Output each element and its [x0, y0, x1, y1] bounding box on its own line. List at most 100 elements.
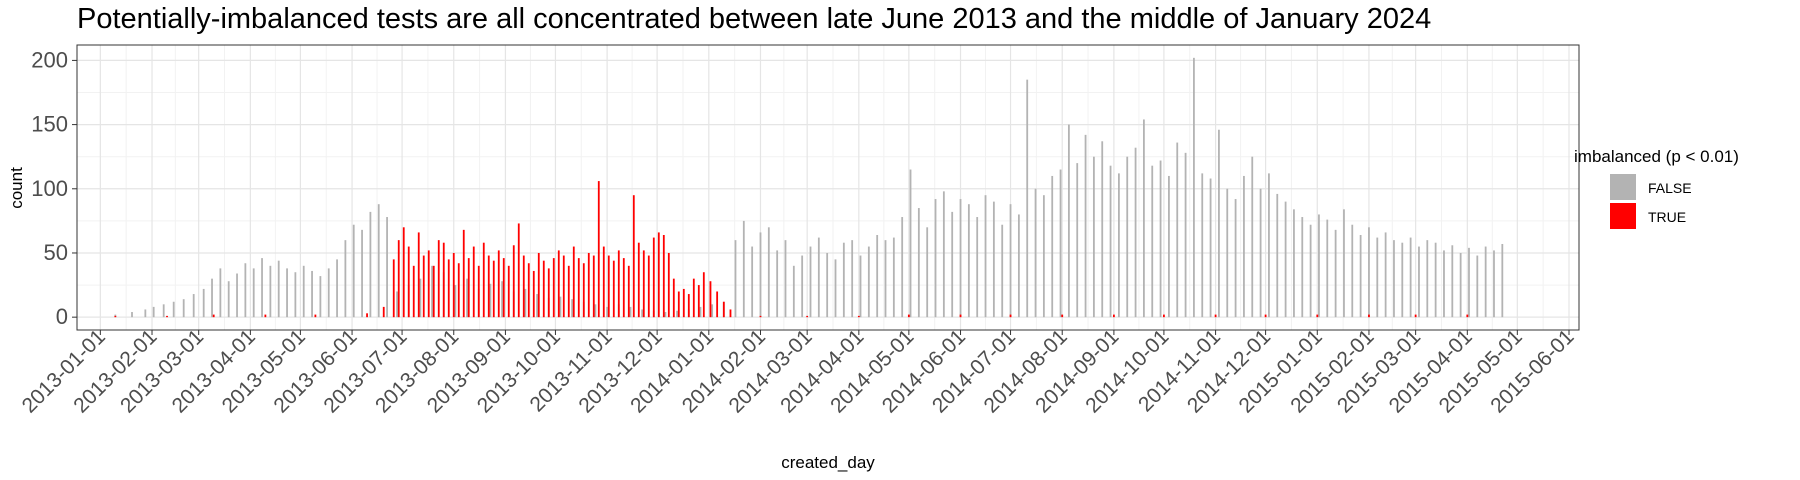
- chart-title: Potentially-imbalanced tests are all con…: [77, 3, 1431, 35]
- bar-false: [286, 268, 288, 318]
- bar-true: [462, 229, 465, 318]
- bar-false: [131, 312, 133, 318]
- bar-false: [1268, 173, 1270, 318]
- bar-false: [1434, 242, 1437, 318]
- bar-true: [562, 255, 565, 318]
- bar-false: [917, 208, 920, 318]
- bar-false: [884, 240, 887, 318]
- bar-false: [1218, 129, 1220, 318]
- bar-true: [166, 315, 168, 318]
- bar-false: [1409, 237, 1412, 318]
- bar-true: [627, 265, 630, 318]
- bar-false: [182, 299, 185, 318]
- bar-true: [552, 258, 555, 318]
- bar-false: [524, 288, 527, 318]
- bar-false: [876, 235, 879, 318]
- bar-false: [967, 204, 970, 318]
- bar-false: [1384, 232, 1387, 318]
- bar-false: [1468, 247, 1470, 318]
- plot-panel: [76, 44, 1580, 331]
- bar-false: [1076, 163, 1079, 318]
- bar-false: [1051, 175, 1054, 318]
- bar-true: [547, 268, 550, 318]
- bar-false: [252, 268, 255, 318]
- bar-false: [664, 312, 667, 318]
- y-tick-label: 50: [44, 240, 68, 265]
- bar-true: [587, 252, 590, 318]
- bar-false: [501, 281, 503, 318]
- bar-false: [606, 306, 609, 318]
- bar-true: [502, 258, 505, 318]
- bar-false: [792, 265, 795, 318]
- bar-true: [212, 314, 215, 318]
- bar-true: [806, 315, 809, 318]
- bar-false: [1109, 165, 1112, 318]
- bar-true: [517, 223, 520, 318]
- bar-false: [1067, 124, 1070, 318]
- bar-true: [467, 258, 470, 318]
- bar-false: [344, 240, 347, 318]
- bar-false: [934, 199, 937, 318]
- bar-true: [692, 278, 695, 318]
- bar-true: [407, 246, 410, 318]
- bar-true: [532, 270, 535, 318]
- bar-true: [422, 255, 425, 318]
- bar-true: [557, 250, 560, 318]
- bar-true: [492, 260, 495, 318]
- legend-label-true: TRUE: [1648, 209, 1686, 225]
- bar-false: [951, 211, 954, 318]
- bar-false: [1359, 235, 1362, 318]
- bar-false: [172, 301, 175, 318]
- bar-true: [567, 265, 570, 318]
- bar-true: [716, 291, 719, 318]
- bar-false: [1042, 195, 1045, 318]
- bar-true: [1466, 314, 1469, 318]
- bar-true: [1113, 314, 1115, 318]
- bar-false: [1084, 134, 1087, 318]
- bar-true: [527, 263, 530, 318]
- bar-true: [392, 259, 395, 318]
- bar-false: [1276, 193, 1279, 318]
- bar-true: [402, 227, 405, 318]
- bar-false: [1501, 243, 1504, 318]
- bar-true: [366, 313, 368, 318]
- bar-true: [477, 265, 480, 318]
- bar-true: [607, 255, 610, 318]
- bar-false: [1334, 229, 1337, 318]
- bar-false: [1193, 57, 1195, 318]
- bar-true: [397, 240, 400, 318]
- bar-false: [594, 304, 597, 318]
- bar-false: [759, 232, 762, 318]
- bar-true: [612, 260, 615, 318]
- bar-true: [1061, 314, 1064, 318]
- bar-false: [1059, 169, 1062, 318]
- bar-false: [1451, 245, 1454, 318]
- bar-true: [642, 250, 645, 318]
- bar-false: [114, 314, 117, 318]
- bar-false: [1301, 217, 1304, 318]
- bar-true: [622, 258, 625, 318]
- bar-true: [709, 281, 712, 318]
- bar-false: [1493, 250, 1495, 318]
- bar-false: [942, 191, 945, 318]
- bar-true: [457, 263, 460, 318]
- bar-true: [427, 250, 430, 318]
- bar-false: [859, 255, 862, 318]
- bar-false: [976, 217, 979, 318]
- bar-true: [602, 246, 605, 318]
- bar-false: [431, 265, 433, 318]
- bar-true: [697, 285, 700, 318]
- bar-false: [236, 273, 238, 318]
- bar-false: [1226, 188, 1229, 318]
- bar-true: [417, 232, 420, 318]
- bar-false: [227, 281, 230, 318]
- bar-false: [851, 240, 854, 318]
- bar-false: [1201, 173, 1204, 318]
- bar-false: [817, 237, 820, 318]
- bar-false: [277, 260, 280, 318]
- legend-swatch-false: [1610, 174, 1636, 200]
- bar-false: [466, 278, 468, 318]
- bar-false: [1343, 209, 1345, 318]
- y-axis-title: count: [7, 167, 26, 209]
